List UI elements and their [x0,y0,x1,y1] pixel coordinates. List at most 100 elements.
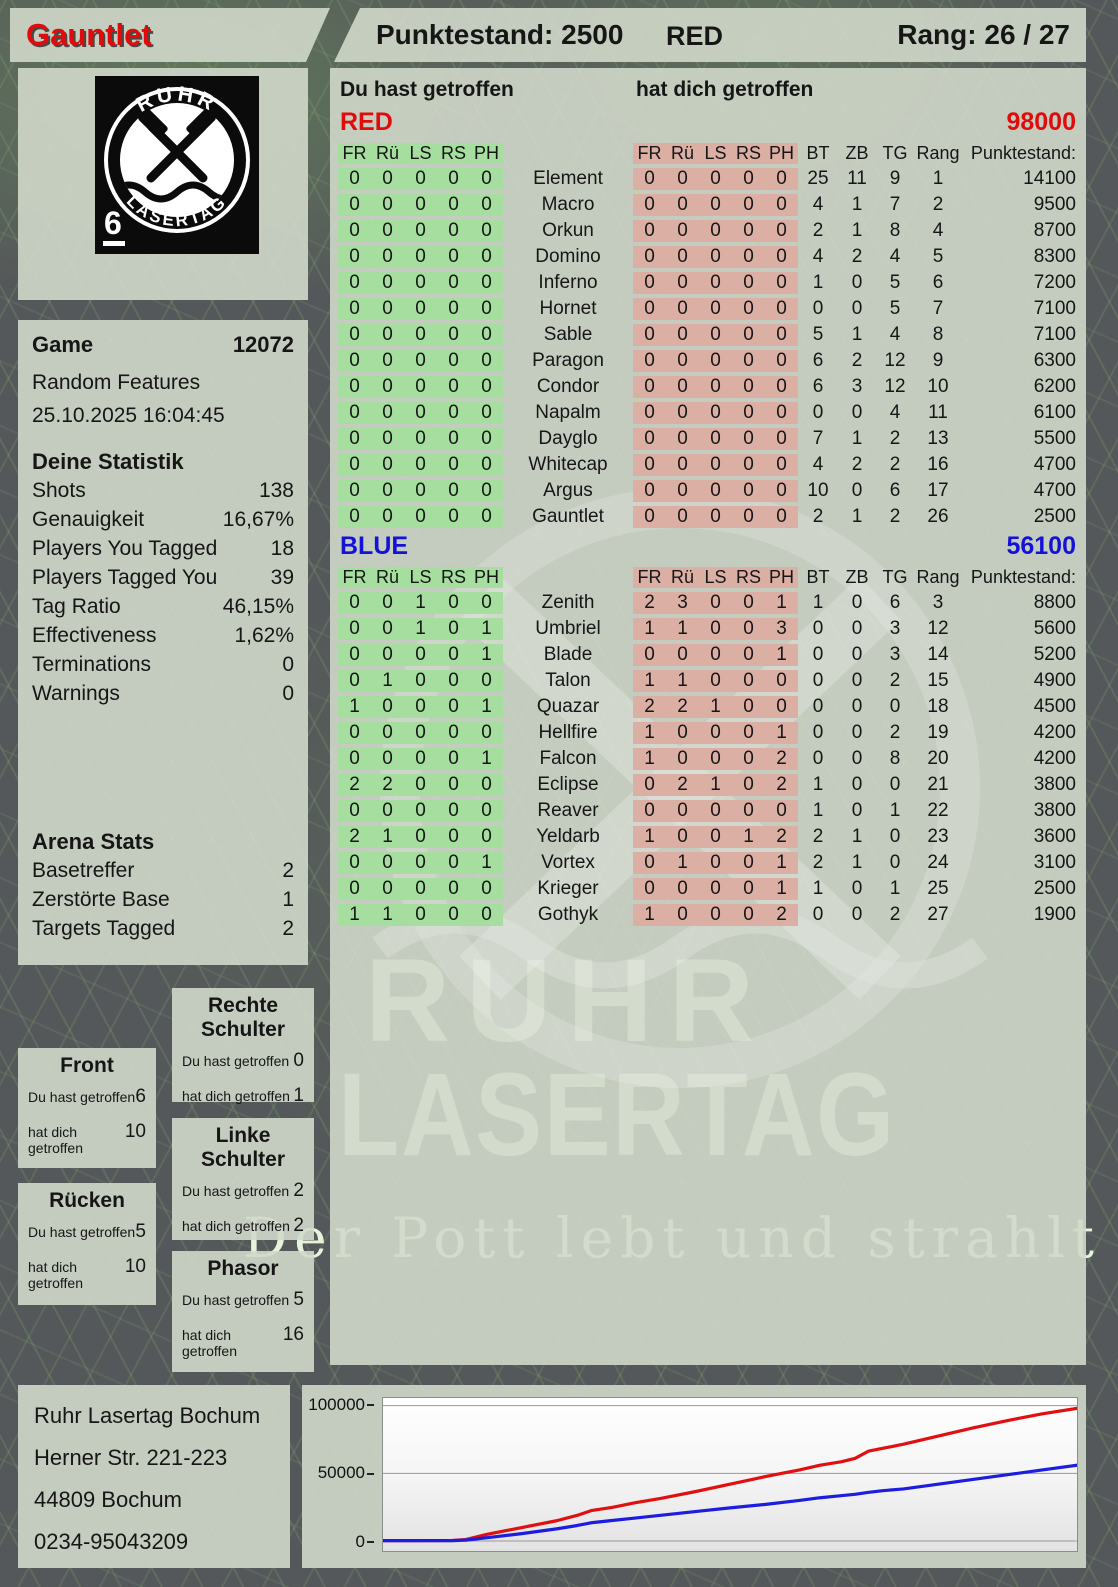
you-hit-cell: 2 [338,774,371,796]
points-cell: 6200 [1033,376,1076,397]
zb-cell: 1 [851,428,863,449]
header-score: Punktestand: 2500 [376,19,624,50]
hit-you-cell: 2 [666,774,699,796]
rang-cell: 21 [927,774,949,795]
you-hit-cell: 0 [404,402,437,424]
zone-got-row: hat dich getroffen 1 [182,1085,304,1107]
hit-you-cell: 0 [666,506,699,528]
zb-cell: 0 [851,774,863,795]
you-hit-cell: 0 [338,670,371,692]
rang-cell: 3 [932,592,944,613]
you-hit-cell: 0 [404,696,437,718]
you-hit-cell: 0 [404,272,437,294]
hit-you-cell: 2 [765,774,798,796]
address-line: 0234-95043209 [34,1529,189,1554]
you-hit-cell: 0 [338,618,371,640]
rang-cell: 24 [927,852,949,873]
col-header: PH [470,142,503,164]
bt-cell: 0 [812,402,824,423]
you-hit-cell: 0 [404,350,437,372]
points-cell: 2500 [1033,878,1076,899]
zb-cell: 0 [851,480,863,501]
hit-you-cell: 1 [633,618,666,640]
points-cell: 8300 [1033,246,1076,267]
you-hit-cell: 0 [470,402,503,424]
table-row: 0 0 0 0 1 Falcon 1 0 0 0 2 0 0 8 20 4200 [338,746,1078,772]
zb-cell: 3 [851,376,863,397]
you-hit-cell: 0 [371,298,404,320]
you-hit-cell: 0 [371,480,404,502]
col-header: FR [338,566,371,588]
you-hit-cell: 0 [404,670,437,692]
player-name-cell: Krieger [537,878,599,899]
hit-you-cell: 0 [732,618,765,640]
points-cell: 7200 [1033,272,1076,293]
hit-you-cell: 0 [765,324,798,346]
zone-got-row: hat dich getroffen 10 [28,1256,146,1291]
bt-cell: 0 [812,722,824,743]
points-cell: 3800 [1033,800,1076,821]
red-team-row: RED 98000 [338,108,1076,138]
col-header: LS [699,142,732,164]
you-hit-cell: 0 [371,272,404,294]
hit-you-cell: 0 [666,376,699,398]
col-header: BT [806,142,830,163]
zone-hit-label: Du hast getroffen [28,1224,136,1240]
stat-value: 1 [282,888,294,911]
hit-you-cell: 0 [699,670,732,692]
zb-cell: 1 [851,324,863,345]
hit-you-cell: 0 [633,454,666,476]
score-chart-plot [382,1397,1078,1552]
hit-you-cell: 0 [633,298,666,320]
hit-you-cell: 0 [732,246,765,268]
hit-you-cell: 0 [732,272,765,294]
you-hit-cell: 0 [338,480,371,502]
rang-cell: 26 [927,506,949,527]
hit-you-cell: 2 [765,826,798,848]
you-hit-cell: 0 [371,220,404,242]
table-header-row: FR Rü LS RS PH FR Rü LS RS PH BT ZB TG Rang Punktestan… [338,140,1078,166]
you-hit-cell: 0 [470,592,503,614]
you-hit-cell: 1 [470,852,503,874]
you-hit-cell: 0 [404,852,437,874]
stat-label: Genauigkeit [32,508,145,531]
game-datetime: 25.10.2025 16:04:45 [32,404,225,427]
logo-pack-number: 6 [103,207,125,246]
zone-panel-phasor: Phasor Du hast getroffen 5 hat dich getro… [172,1251,314,1372]
y-axis-tick-label: 100000 [308,1395,374,1415]
you-hit-cell: 0 [338,722,371,744]
you-hit-cell: 0 [404,168,437,190]
stat-label: Players Tagged You [32,566,218,589]
you-hit-cell: 2 [371,774,404,796]
player-name-cell: Reaver [537,800,599,821]
you-hit-cell: 0 [437,454,470,476]
hit-you-cell: 0 [633,428,666,450]
tg-cell: 8 [889,220,901,241]
you-hit-cell: 0 [371,878,404,900]
rang-cell: 13 [927,428,949,449]
you-hit-cell: 0 [404,748,437,770]
zone-got-value: 10 [124,1256,146,1277]
player-name-cell: Domino [535,246,601,267]
points-cell: 9500 [1033,194,1076,215]
game-row: Game 12072 [32,332,294,360]
hit-you-cell: 0 [732,350,765,372]
zone-title: Rechte Schulter [200,994,286,1041]
hit-you-cell: 0 [732,774,765,796]
hit-you-cell: 1 [765,878,798,900]
you-hit-cell: 0 [437,748,470,770]
col-header: ZB [845,142,869,163]
player-name-cell: Gauntlet [532,506,604,527]
hit-you-cell: 0 [765,220,798,242]
you-hit-cell: 0 [371,696,404,718]
address-panel: Ruhr Lasertag Bochum Herner Str. 221-223 4… [18,1385,290,1568]
zone-hit-value: 6 [135,1086,146,1107]
deine-statistik-title: Deine Statistik [32,449,184,474]
zb-cell: 0 [851,696,863,717]
stat-value: 138 [258,479,294,502]
hit-you-cell: 0 [765,506,798,528]
stat-label: Warnings [32,682,120,705]
you-hit-cell: 0 [437,194,470,216]
zone-got-row: hat dich getroffen 16 [182,1324,304,1359]
you-hit-cell: 0 [470,350,503,372]
